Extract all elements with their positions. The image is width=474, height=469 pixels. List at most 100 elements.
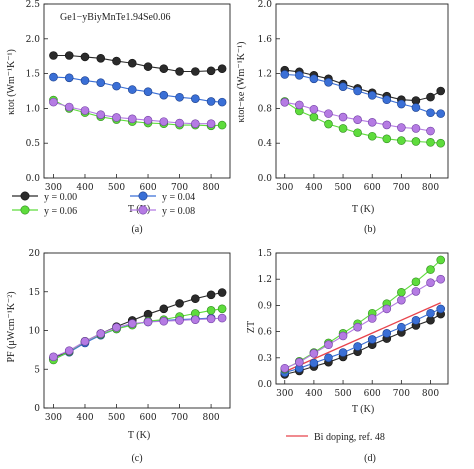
point-c-3-1 <box>64 346 74 355</box>
point-b-3-5 <box>353 115 362 125</box>
point-c-3-5 <box>127 319 137 328</box>
point-a-3-9 <box>191 119 200 129</box>
xtick-label-d-5: 800 <box>422 389 439 399</box>
point-a-1-1 <box>64 73 74 83</box>
point-a-1-5 <box>127 85 137 94</box>
point-b-1-4 <box>338 82 348 91</box>
ytick-label-d-3: 0.9 <box>258 301 273 311</box>
point-a-1-9 <box>191 94 200 103</box>
panel-b: 300 400 500 600 700 800 0.0 0.4 0.8 1.2 1.6 2.0 T (… <box>236 0 449 235</box>
xtick-label-d-1: 400 <box>305 389 322 399</box>
point-b-0-10 <box>426 92 435 102</box>
point-a-1-8 <box>175 92 184 102</box>
xtick-label-a-2: 500 <box>108 183 125 193</box>
xtick-label-b-3: 600 <box>364 183 381 193</box>
ytick-label-a-1: 0.5 <box>26 139 41 149</box>
point-d-1-6 <box>367 335 377 344</box>
legend-marker-y004 <box>138 191 148 201</box>
point-b-3-10 <box>426 126 435 136</box>
point-d-3-10 <box>426 278 435 287</box>
point-b-1-3 <box>324 78 333 87</box>
point-b-2-3 <box>324 119 333 129</box>
ytick-label-a-0: 0.0 <box>26 174 41 184</box>
point-d-3-2 <box>309 349 319 358</box>
ytick-label-d-2: 0.6 <box>258 328 273 338</box>
point-d-1-9 <box>411 315 421 325</box>
point-d-1-8 <box>397 322 406 332</box>
point-a-3-4 <box>112 113 121 122</box>
point-b-1-1 <box>295 71 304 80</box>
point-b-3-1 <box>295 100 304 110</box>
point-a-1-11 <box>217 97 227 107</box>
point-a-3-3 <box>96 110 106 119</box>
point-a-1-2 <box>80 76 90 85</box>
point-b-1-11 <box>436 109 446 118</box>
point-c-0-10 <box>206 290 216 300</box>
point-d-1-2 <box>309 358 319 368</box>
point-a-3-2 <box>80 106 90 115</box>
ref-line-d <box>284 302 441 373</box>
point-d-1-7 <box>382 329 392 338</box>
xtick-label-a-0: 300 <box>45 183 62 193</box>
point-a-2-11 <box>217 120 227 130</box>
point-a-3-8 <box>175 118 184 128</box>
point-b-1-9 <box>411 103 421 112</box>
point-d-3-9 <box>411 287 421 296</box>
point-b-3-4 <box>338 112 348 122</box>
point-d-3-4 <box>338 331 348 341</box>
legend: y = 0.00 y = 0.04 y = 0.06 y = 0.08 <box>12 191 195 217</box>
point-b-2-5 <box>353 128 362 138</box>
point-c-3-2 <box>80 337 90 346</box>
point-a-0-10 <box>206 66 216 76</box>
legend-label-y004: y = 0.04 <box>162 192 195 203</box>
point-d-1-5 <box>353 342 362 351</box>
point-b-3-8 <box>397 123 406 132</box>
point-c-3-6 <box>143 317 153 327</box>
point-b-1-8 <box>397 99 406 109</box>
plot-frame-d <box>275 252 449 385</box>
legend-marker-y008 <box>138 205 148 215</box>
xtick-label-d-0: 300 <box>276 389 293 399</box>
xtick-label-d-2: 500 <box>334 389 351 399</box>
point-c-3-4 <box>112 323 121 332</box>
point-d-3-1 <box>295 357 304 367</box>
point-b-2-7 <box>382 134 392 144</box>
point-c-0-9 <box>191 294 200 304</box>
point-b-1-5 <box>353 86 362 96</box>
point-b-1-7 <box>382 95 392 104</box>
plot-frame-c <box>43 252 231 409</box>
point-a-0-7 <box>159 64 169 74</box>
xlabel-b: T (K) <box>352 204 374 215</box>
point-a-0-1 <box>64 51 74 60</box>
point-c-3-7 <box>159 316 169 326</box>
xtick-label-d-4: 700 <box>393 389 410 399</box>
xtick-label-b-5: 800 <box>422 183 439 193</box>
ytick-label-b-5: 2.0 <box>258 0 273 10</box>
panel-label-d: (d) <box>364 453 376 464</box>
ytick-label-d-1: 0.3 <box>258 354 273 364</box>
xtick-label-b-4: 700 <box>393 183 410 193</box>
point-d-1-10 <box>426 308 435 318</box>
ytick-label-b-4: 1.6 <box>258 35 273 45</box>
xtick-label-c-0: 300 <box>45 413 62 423</box>
xtick-label-c-5: 800 <box>202 413 219 423</box>
point-a-1-7 <box>159 90 169 100</box>
point-b-3-7 <box>382 120 392 130</box>
ytick-label-a-3: 1.5 <box>26 70 41 80</box>
series-line-d-2 <box>284 259 442 370</box>
point-a-3-5 <box>127 114 137 124</box>
panel-c: 300 400 500 600 700 800 0 5 10 15 20 T (K) PF (μWc… <box>6 249 231 464</box>
point-a-0-0 <box>49 51 58 60</box>
point-a-0-11 <box>217 64 227 74</box>
point-b-2-2 <box>309 112 319 122</box>
point-c-3-11 <box>217 313 227 323</box>
point-c-3-9 <box>191 315 200 324</box>
point-d-3-8 <box>397 295 406 305</box>
ylabel-c: PF (μWcm⁻¹K⁻²) <box>6 291 17 362</box>
xtick-label-b-1: 400 <box>305 183 322 193</box>
xtick-label-a-3: 600 <box>139 183 156 193</box>
point-c-3-10 <box>206 314 216 324</box>
ytick-label-a-2: 1.0 <box>26 104 41 114</box>
point-d-3-11 <box>436 274 446 284</box>
point-c-3-8 <box>175 316 184 325</box>
